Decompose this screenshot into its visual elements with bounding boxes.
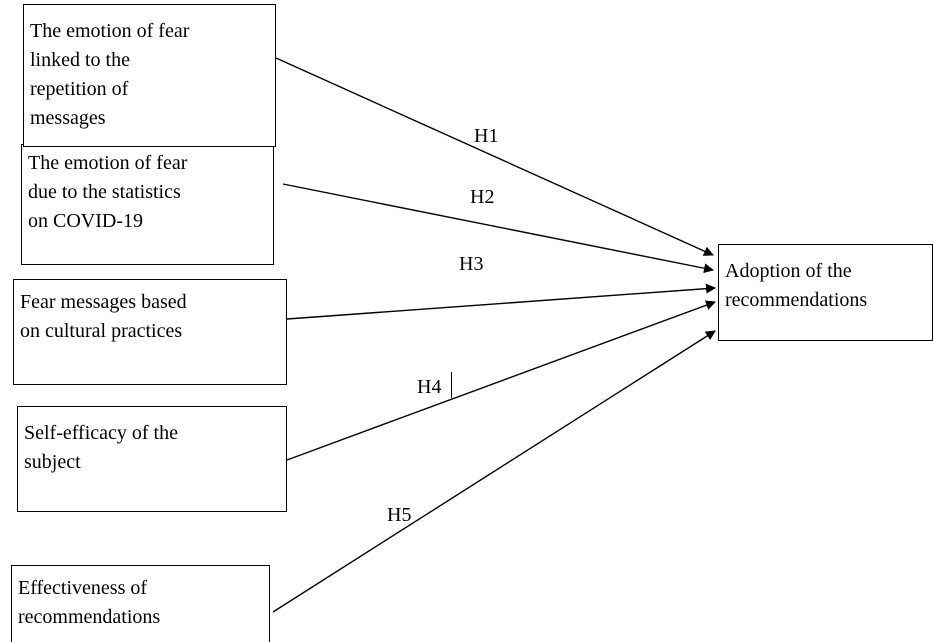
construct-fear-repetition-box: The emotion of fear linked to the repeti…: [23, 4, 276, 147]
construct-effectiveness-box: Effectiveness of recommendations: [11, 565, 270, 642]
box-text-line: Self-efficacy of the: [24, 422, 178, 444]
box-text-line: due to the statistics: [28, 181, 181, 203]
construct-fear-statistics-box: The emotion of fear due to the statistic…: [21, 144, 274, 265]
box-text-line: The emotion of fear: [30, 20, 190, 42]
arrow-h3: [286, 283, 716, 320]
hypothesis-label-h4: H4: [417, 376, 442, 398]
arrow-h2: [282, 183, 714, 274]
outcome-adoption-box: Adoption of the recommendations: [718, 244, 933, 341]
box-text-line: Fear messages based: [20, 291, 187, 313]
box-text-line: linked to the: [30, 49, 130, 71]
box-text-line: on COVID-19: [28, 210, 143, 232]
text-cursor: [451, 372, 452, 398]
box-text-line: The emotion of fear: [28, 152, 188, 174]
hypothesis-label-h3: H3: [459, 253, 484, 275]
construct-cultural-practices-box: Fear messages based on cultural practice…: [13, 279, 287, 385]
arrow-h4: [286, 300, 716, 461]
box-text-line: recommendations: [725, 289, 868, 311]
hypothesis-label-h1: H1: [474, 125, 499, 147]
construct-self-efficacy-box: Self-efficacy of the subject: [17, 406, 287, 512]
hypothesis-label-h5: H5: [387, 504, 412, 526]
box-text-line: recommendations: [18, 606, 161, 628]
box-text-line: Adoption of the: [725, 260, 852, 282]
box-text-line: messages: [30, 107, 106, 129]
hypothesis-label-h2: H2: [470, 186, 495, 208]
arrow-h5: [272, 330, 716, 613]
box-text-line: subject: [24, 451, 81, 473]
arrow-h1: [275, 57, 714, 256]
box-text-line: repetition of: [30, 78, 129, 100]
box-text-line: Effectiveness of: [18, 577, 148, 599]
box-text-line: on cultural practices: [20, 320, 183, 342]
